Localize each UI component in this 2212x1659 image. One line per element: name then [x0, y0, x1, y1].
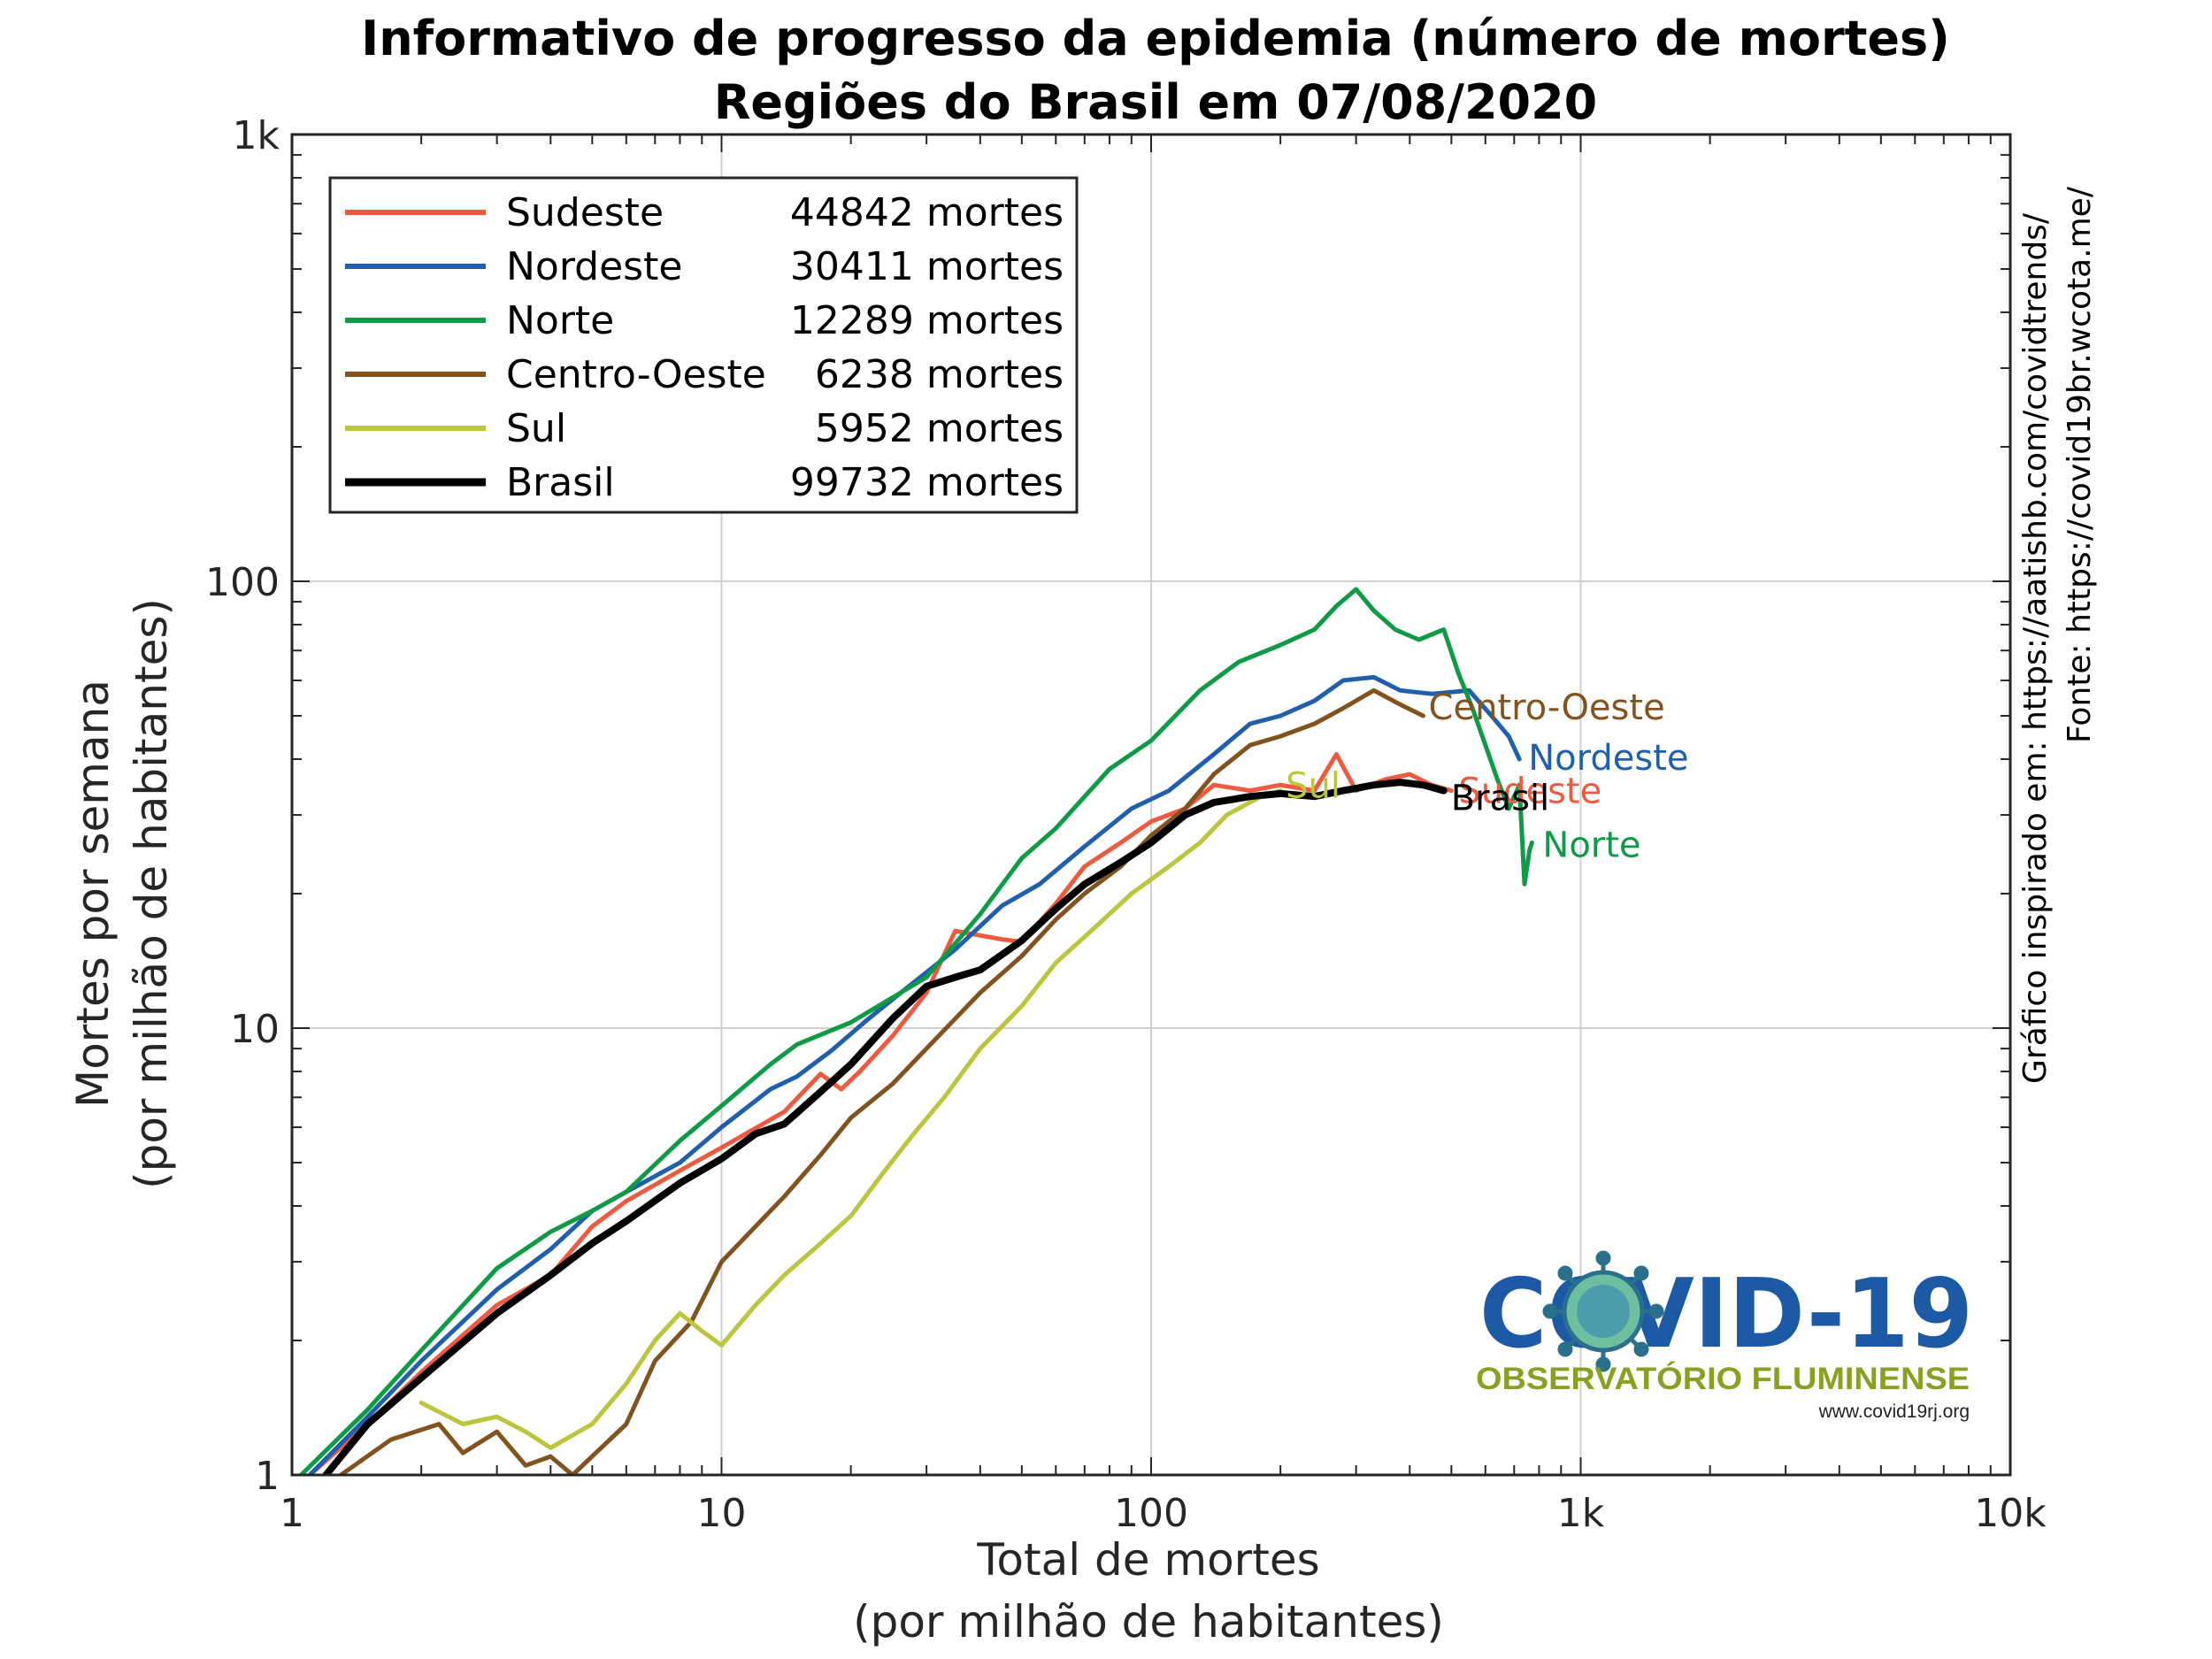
end-label-sudeste: Sudeste: [1458, 772, 1601, 812]
legend-label-sul: Sul: [506, 406, 566, 451]
x-axis-label-line2: (por milhão de habitantes): [853, 1596, 1444, 1647]
series-line-sudeste: [307, 752, 1454, 1475]
end-label-norte: Norte: [1542, 825, 1640, 865]
series-lines: [298, 587, 1534, 1475]
logo-subtitle: OBSERVATÓRIO FLUMINENSE: [1476, 1361, 1970, 1396]
y-tick-labels: 1 10 100 1k: [205, 113, 280, 1499]
y-axis-label-line1: Mortes por semana: [67, 680, 119, 1108]
x-tick-label: 10: [697, 1491, 747, 1536]
source-data-text: Fonte: https://covid19br.wcota.me/: [2062, 186, 2098, 743]
series-line-sul: [419, 788, 1283, 1450]
legend-deaths-sudeste: 44842 mortes: [790, 190, 1064, 235]
end-label-brasil: Brasil: [1451, 779, 1549, 819]
logo-url: www.covid19rj.org: [1818, 1402, 1970, 1422]
chart-subtitle: Regiões do Brasil em 07/08/2020: [714, 74, 1598, 130]
legend-deaths-brasil: 99732 mortes: [790, 460, 1064, 505]
x-tick-label: 1: [280, 1491, 304, 1536]
x-tick-label: 100: [1114, 1491, 1188, 1536]
x-axis-label-line1: Total de mortes: [976, 1534, 1319, 1586]
y-tick-label: 10: [230, 1007, 280, 1052]
legend-label-centro-oeste: Centro-Oeste: [506, 352, 766, 397]
y-tick-label: 100: [205, 560, 280, 605]
source-inspired-text: Gráfico inspirado em: https://aatishb.co…: [2017, 212, 2054, 1084]
legend-deaths-centro-oeste: 6238 mortes: [815, 352, 1064, 397]
end-label-nordeste: Nordeste: [1528, 738, 1688, 779]
legend: Sudeste 44842 mortes Nordeste 30411 mortes N…: [328, 176, 1079, 514]
y-tick-label: 1k: [233, 113, 280, 158]
legend-deaths-norte: 12289 mortes: [790, 298, 1064, 343]
legend-items: Sudeste 44842 mortes Nordeste 30411 mortes N…: [345, 190, 1064, 505]
legend-label-brasil: Brasil: [506, 460, 615, 505]
chart-title: Informativo de progresso da epidemia (nú…: [361, 11, 1950, 66]
series-line-brasil: [322, 779, 1448, 1475]
virus-icon: [1542, 1250, 1664, 1372]
covid-logo: COVID-19 OBSERVATÓRIO FLUMINENSE www.cov…: [1476, 1250, 1973, 1422]
legend-deaths-nordeste: 30411 mortes: [790, 244, 1064, 289]
legend-label-sudeste: Sudeste: [506, 190, 664, 235]
x-tick-label: 1k: [1557, 1491, 1605, 1536]
end-label-centro-oeste: Centro-Oeste: [1429, 687, 1665, 728]
legend-label-norte: Norte: [506, 298, 614, 343]
legend-box: [328, 176, 1079, 514]
x-tick-labels: 1 10 100 1k 10k: [280, 1491, 2047, 1536]
y-tick-label: 1: [255, 1454, 280, 1499]
y-axis-label-line2: (por milhão de habitantes): [126, 598, 177, 1189]
series-line-centro-oeste: [338, 687, 1425, 1475]
legend-label-nordeste: Nordeste: [506, 244, 682, 289]
end-label-sul: Sul: [1286, 766, 1340, 807]
series-line-norte: [298, 587, 1534, 1475]
legend-deaths-sul: 5952 mortes: [815, 406, 1064, 451]
plot-frame: [290, 133, 2012, 1477]
x-tick-label: 10k: [1974, 1491, 2047, 1536]
